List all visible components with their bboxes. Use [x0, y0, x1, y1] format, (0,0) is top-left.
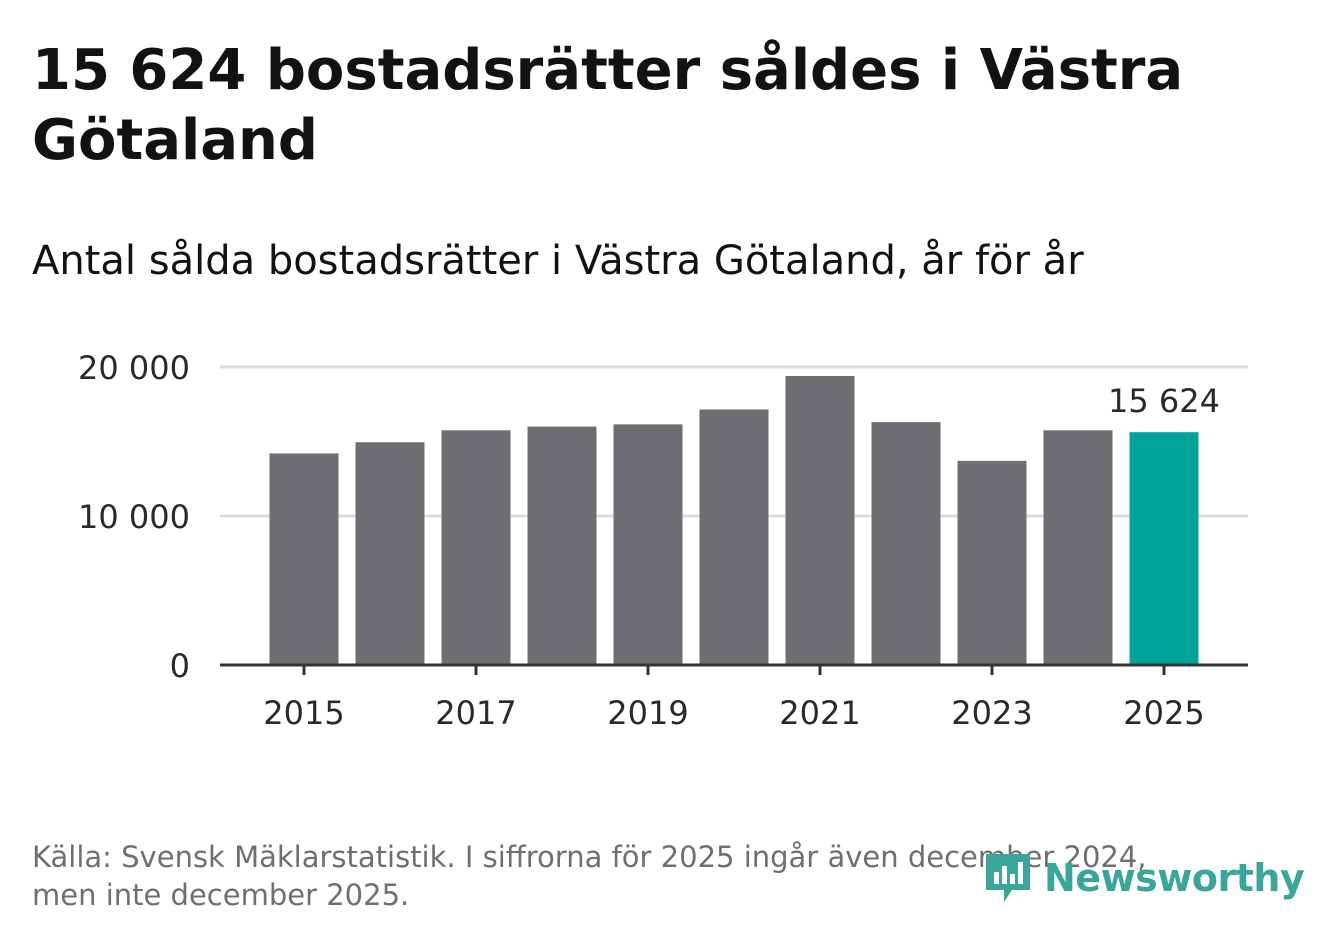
x-tick-label: 2025 — [1123, 694, 1204, 732]
x-tick-label: 2023 — [951, 694, 1032, 732]
bar-2018 — [527, 426, 597, 665]
bar-2025 — [1129, 432, 1199, 665]
y-tick-label: 20 000 — [78, 349, 190, 387]
bar-2022 — [871, 422, 941, 665]
bar-chart: 0 10 000 20 000 2015 2017 2019 2021 2023 2025 1… — [78, 349, 1248, 732]
newsworthy-logo: Newsworthy — [982, 850, 1305, 906]
x-axis-labels: 2015 2017 2019 2021 2023 2025 — [263, 694, 1204, 732]
x-tick-label: 2019 — [607, 694, 688, 732]
chart-title: 15 624 bostadsrätter såldes i Västra Göt… — [32, 38, 1184, 173]
bar-2015 — [269, 453, 339, 665]
bar-2020 — [699, 409, 769, 665]
source-line-1: Källa: Svensk Mäklarstatistik. I siffror… — [32, 840, 1147, 874]
bar-2017 — [441, 430, 511, 665]
x-tick-label: 2017 — [435, 694, 516, 732]
source-line-2: men inte december 2025. — [32, 878, 410, 912]
y-tick-label: 0 — [170, 647, 190, 685]
y-axis-labels: 0 10 000 20 000 — [78, 349, 190, 685]
bar-2024 — [1043, 430, 1113, 665]
chart-subtitle: Antal sålda bostadsrätter i Västra Götal… — [32, 238, 1084, 284]
bar-2023 — [957, 460, 1027, 665]
newsworthy-logo-icon — [986, 854, 1030, 902]
x-axis-ticks — [302, 665, 1166, 675]
bar-2016 — [355, 442, 425, 665]
bar-2021 — [785, 375, 855, 665]
y-tick-label: 10 000 — [78, 498, 190, 536]
logo-text: Newsworthy — [1044, 856, 1305, 900]
bar-2019 — [613, 424, 683, 665]
x-tick-label: 2015 — [263, 694, 344, 732]
bars — [269, 375, 1199, 665]
source-note: Källa: Svensk Mäklarstatistik. I siffror… — [32, 838, 1232, 914]
highlight-value-label: 15 624 — [1108, 382, 1220, 420]
x-tick-label: 2021 — [779, 694, 860, 732]
